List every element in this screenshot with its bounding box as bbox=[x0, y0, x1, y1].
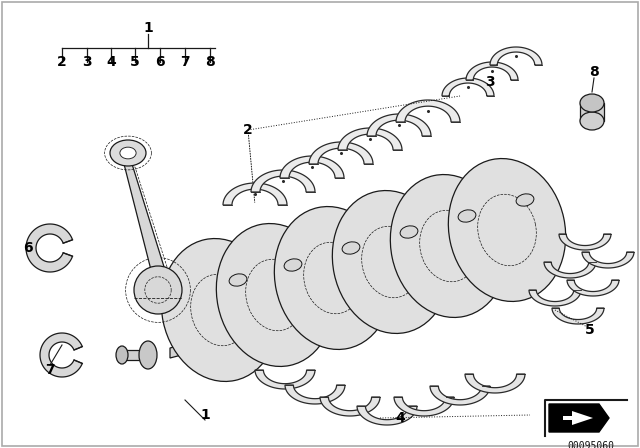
Polygon shape bbox=[223, 183, 287, 205]
Ellipse shape bbox=[161, 238, 278, 381]
Ellipse shape bbox=[120, 147, 136, 159]
Ellipse shape bbox=[110, 140, 146, 166]
Polygon shape bbox=[559, 234, 611, 250]
Text: 7: 7 bbox=[180, 55, 190, 69]
Polygon shape bbox=[170, 253, 535, 358]
Polygon shape bbox=[580, 103, 604, 121]
Polygon shape bbox=[442, 78, 494, 96]
Polygon shape bbox=[255, 370, 315, 389]
Ellipse shape bbox=[342, 242, 360, 254]
Text: 8: 8 bbox=[205, 55, 215, 69]
Polygon shape bbox=[430, 386, 490, 405]
Polygon shape bbox=[549, 404, 609, 432]
Polygon shape bbox=[552, 308, 604, 324]
Polygon shape bbox=[40, 333, 83, 377]
Polygon shape bbox=[466, 62, 518, 80]
Ellipse shape bbox=[216, 224, 333, 366]
Polygon shape bbox=[122, 350, 144, 360]
Polygon shape bbox=[124, 164, 165, 270]
Polygon shape bbox=[529, 290, 581, 306]
Polygon shape bbox=[544, 262, 596, 278]
Text: 6: 6 bbox=[155, 55, 165, 69]
Ellipse shape bbox=[116, 346, 128, 364]
Polygon shape bbox=[367, 114, 431, 136]
Polygon shape bbox=[567, 280, 619, 296]
Ellipse shape bbox=[275, 207, 392, 349]
Polygon shape bbox=[490, 47, 542, 65]
Text: 00095060: 00095060 bbox=[568, 441, 614, 448]
Text: 6: 6 bbox=[23, 241, 33, 255]
Text: 8: 8 bbox=[589, 65, 599, 79]
Ellipse shape bbox=[390, 175, 508, 318]
Text: 4: 4 bbox=[395, 411, 405, 425]
Polygon shape bbox=[357, 406, 417, 425]
Polygon shape bbox=[338, 128, 402, 150]
Polygon shape bbox=[563, 411, 593, 425]
Text: 4: 4 bbox=[106, 55, 116, 69]
Polygon shape bbox=[582, 252, 634, 268]
Text: 1: 1 bbox=[143, 21, 153, 35]
Polygon shape bbox=[394, 397, 454, 416]
Text: 2: 2 bbox=[243, 123, 253, 137]
Text: 3: 3 bbox=[82, 55, 92, 69]
Polygon shape bbox=[26, 224, 72, 272]
Circle shape bbox=[134, 266, 182, 314]
Polygon shape bbox=[309, 142, 373, 164]
Text: 3: 3 bbox=[485, 75, 495, 89]
Polygon shape bbox=[396, 100, 460, 122]
Ellipse shape bbox=[449, 159, 566, 302]
Polygon shape bbox=[285, 385, 345, 404]
Ellipse shape bbox=[229, 274, 247, 286]
Ellipse shape bbox=[580, 94, 604, 112]
Text: 5: 5 bbox=[130, 55, 140, 69]
Text: 1: 1 bbox=[200, 408, 210, 422]
Ellipse shape bbox=[580, 112, 604, 130]
Polygon shape bbox=[320, 397, 380, 416]
Text: 5: 5 bbox=[585, 323, 595, 337]
Polygon shape bbox=[465, 374, 525, 393]
Ellipse shape bbox=[284, 259, 302, 271]
Polygon shape bbox=[280, 156, 344, 178]
Ellipse shape bbox=[400, 226, 418, 238]
Ellipse shape bbox=[458, 210, 476, 222]
Ellipse shape bbox=[139, 341, 157, 369]
Polygon shape bbox=[251, 170, 315, 192]
Ellipse shape bbox=[516, 194, 534, 206]
Text: 7: 7 bbox=[45, 363, 55, 377]
Text: 2: 2 bbox=[57, 55, 67, 69]
Ellipse shape bbox=[332, 190, 450, 333]
